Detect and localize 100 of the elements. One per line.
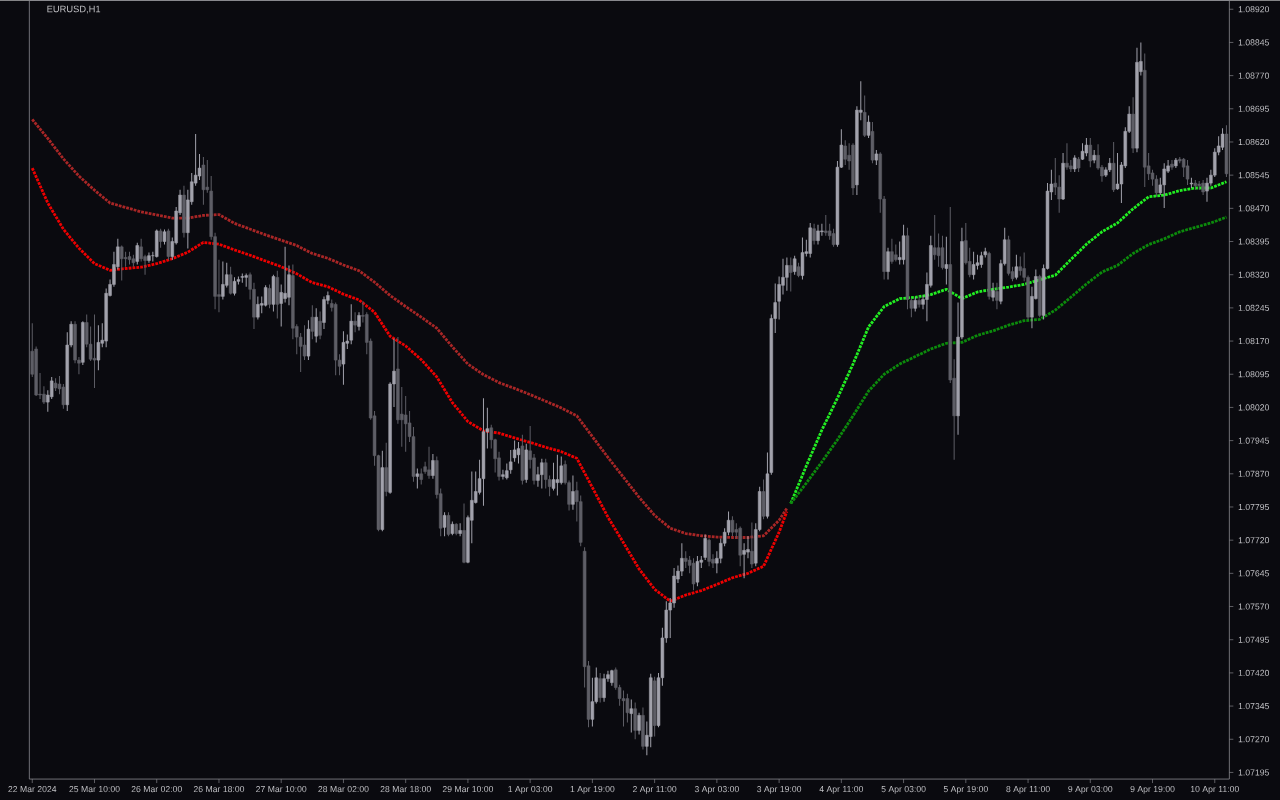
candlestick [886, 247, 890, 280]
candlestick [501, 469, 505, 480]
x-tick-label: 1 Apr 03:00 [508, 785, 553, 794]
candlestick [384, 442, 388, 497]
y-tick-label: 1.07345 [1238, 702, 1270, 709]
y-tick-label: 1.07195 [1238, 769, 1270, 776]
candlestick [1088, 137, 1092, 168]
x-tick-label: 3 Apr 19:00 [757, 785, 802, 794]
candlestick [590, 677, 595, 727]
candlestick [221, 260, 225, 300]
candlestick [1053, 157, 1057, 196]
candlestick [49, 376, 54, 400]
y-tick-label: 1.08920 [1238, 5, 1270, 13]
candlestick [633, 701, 637, 740]
x-tick-label: 10 Apr 11:00 [1190, 785, 1239, 794]
candlestick [555, 454, 560, 496]
y-tick-label: 1.07570 [1238, 603, 1270, 610]
candlestick [1185, 159, 1190, 186]
candlestick [1065, 142, 1069, 171]
y-tick-label: 1.08170 [1238, 337, 1270, 344]
candlestick [866, 114, 871, 139]
candlestick [785, 256, 789, 291]
x-tick-label: 8 Apr 11:00 [1006, 785, 1050, 794]
y-tick-label: 1.08620 [1238, 138, 1270, 145]
candlestick [403, 395, 408, 452]
candlestick [1170, 159, 1174, 171]
x-tick-label: 5 Apr 03:00 [881, 785, 926, 794]
y-tick-label: 1.07420 [1238, 669, 1270, 676]
candlestick [625, 692, 630, 723]
candlestick [1162, 162, 1166, 209]
candlestick [96, 324, 101, 371]
candlestick [1084, 137, 1089, 157]
x-tick-label: 9 Apr 19:00 [1130, 785, 1175, 794]
candlestick [92, 313, 97, 389]
candlestick [228, 266, 233, 295]
candlestick [598, 672, 602, 703]
candlestick [357, 311, 361, 331]
candlestick [820, 223, 824, 237]
candlestick [789, 256, 793, 292]
candlestick [349, 303, 353, 345]
candlestick [917, 295, 921, 308]
candlestick [1220, 127, 1225, 151]
y-tick-label: 1.08470 [1238, 205, 1270, 212]
candlestick [120, 244, 124, 281]
candlestick [995, 281, 999, 310]
y-tick-label: 1.08545 [1238, 171, 1270, 179]
candlestick [862, 94, 867, 138]
candlestick [890, 238, 894, 264]
y-tick-label: 1.08695 [1238, 105, 1270, 112]
y-tick-label: 1.07870 [1238, 470, 1270, 477]
candlestick [458, 522, 462, 537]
y-tick-label: 1.08845 [1238, 39, 1270, 46]
chart-title: EURUSD,H1 [47, 5, 101, 14]
y-tick-label: 1.08020 [1238, 404, 1270, 411]
x-tick-label: 28 Mar 02:00 [318, 785, 369, 792]
candlestick [322, 295, 326, 330]
x-tick-label: 26 Mar 18:00 [193, 785, 245, 792]
candlestick [318, 310, 322, 340]
candlestick [750, 521, 754, 569]
candlestick [932, 214, 937, 260]
x-tick-label: 25 Mar 10:00 [69, 785, 120, 792]
candlestick [843, 139, 847, 166]
x-tick-label: 4 Apr 11:00 [819, 785, 864, 794]
candlestick [310, 304, 315, 340]
candlestick [1018, 255, 1022, 276]
y-tick-label: 1.07795 [1238, 503, 1270, 510]
x-tick-label: 22 Mar 2024 [8, 785, 57, 792]
candlestick [256, 295, 260, 320]
y-tick-label: 1.07495 [1238, 636, 1270, 643]
candlestick [135, 242, 139, 265]
x-tick-label: 1 Apr 19:00 [570, 785, 615, 794]
x-tick-label: 28 Mar 18:00 [380, 785, 431, 792]
candlestick [901, 224, 906, 265]
x-tick-label: 3 Apr 03:00 [694, 785, 739, 794]
candlestick [427, 446, 431, 479]
candlestick [621, 689, 626, 727]
candlestick [629, 698, 633, 733]
candlestick [991, 281, 995, 302]
candlestick [707, 537, 711, 567]
candlestick [431, 453, 435, 479]
candlestick [602, 673, 606, 702]
y-tick-label: 1.08320 [1238, 271, 1270, 278]
candlestick [816, 224, 820, 245]
candlestick [283, 246, 287, 303]
candlestick [812, 223, 816, 245]
candlestick [824, 214, 828, 237]
y-tick-label: 1.07945 [1238, 437, 1270, 444]
x-tick-label: 9 Apr 03:00 [1068, 785, 1113, 794]
candlestick [940, 235, 945, 270]
y-tick-label: 1.08095 [1238, 370, 1270, 378]
y-tick-label: 1.07645 [1238, 570, 1270, 577]
x-tick-label: 29 Mar 10:00 [442, 785, 494, 792]
candlestick [263, 284, 268, 307]
y-tick-label: 1.07270 [1238, 735, 1270, 743]
candlestick [831, 227, 836, 248]
candlestick [314, 307, 318, 343]
x-tick-label: 2 Apr 11:00 [632, 785, 677, 794]
y-tick-label: 1.07720 [1238, 536, 1270, 544]
y-tick-label: 1.08395 [1238, 238, 1270, 245]
x-tick-label: 27 Mar 10:00 [256, 785, 307, 792]
